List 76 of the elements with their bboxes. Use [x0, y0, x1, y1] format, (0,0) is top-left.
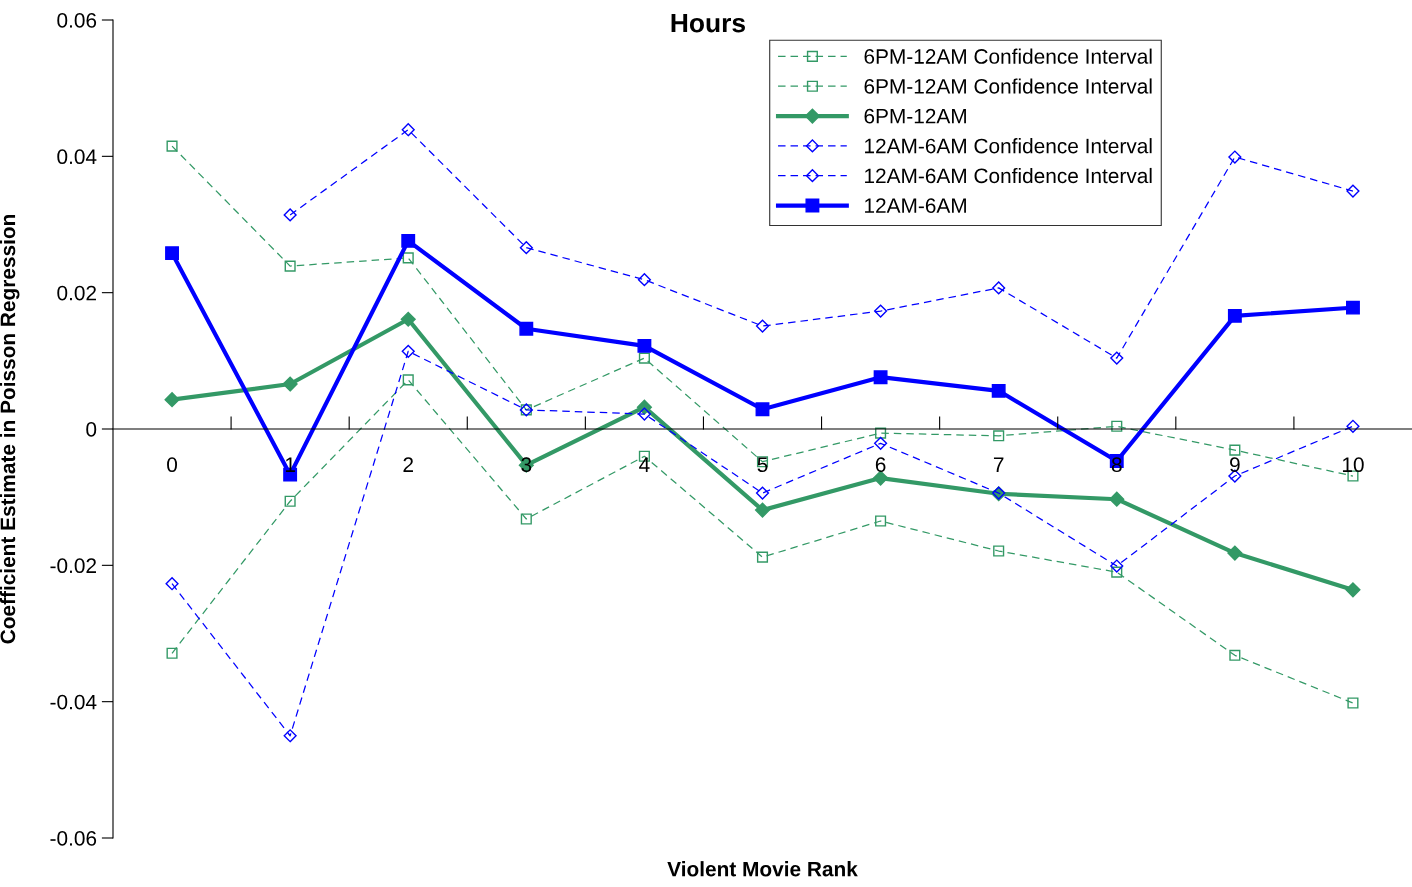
legend-label: 12AM-6AM: [865, 198, 966, 214]
point: [401, 233, 416, 248]
point: [1347, 697, 1359, 709]
y-tick-label: 0: [86, 422, 97, 437]
point: [1345, 582, 1361, 598]
y-tick-label: -0.02: [50, 558, 96, 574]
point: [1229, 444, 1241, 456]
point: [874, 304, 888, 318]
legend-label: 12AM-6AM Confidence Interval: [865, 138, 1152, 154]
point: [1229, 649, 1241, 661]
point: [873, 470, 889, 486]
point: [756, 551, 769, 563]
point: [402, 374, 414, 386]
point: [519, 241, 533, 255]
point: [637, 338, 652, 353]
point: [1227, 308, 1242, 323]
x-tick-label: 3: [521, 457, 532, 473]
point: [165, 246, 179, 261]
x-tick-label: 9: [1230, 457, 1240, 473]
x-tick-label: 6: [875, 457, 886, 473]
point: [991, 383, 1006, 398]
x-axis-title: Violent Movie Rank: [667, 861, 858, 877]
point: [638, 352, 650, 364]
point: [1346, 300, 1360, 315]
point: [520, 513, 532, 525]
point: [1109, 491, 1125, 507]
point: [875, 515, 887, 527]
point: [1227, 545, 1243, 561]
point: [873, 370, 888, 385]
point: [754, 502, 771, 518]
point: [1111, 420, 1123, 432]
legend-label: 6PM-12AM: [864, 108, 966, 124]
x-tick-label: 2: [403, 457, 413, 472]
point: [400, 311, 416, 327]
point: [166, 647, 178, 659]
point: [284, 495, 296, 507]
point: [164, 392, 180, 408]
chart-title: Hours: [671, 13, 745, 33]
point: [283, 208, 297, 222]
point: [637, 407, 651, 421]
x-tick-label: 10: [1342, 457, 1364, 473]
point: [1110, 351, 1124, 365]
legend-label: 12AM-6AM Confidence Interval: [865, 167, 1152, 184]
point: [755, 319, 770, 333]
point: [637, 273, 651, 287]
x-tick-label: 0: [167, 457, 178, 473]
point: [401, 344, 415, 358]
point: [1111, 566, 1123, 578]
point: [165, 577, 179, 591]
legend-label: 6PM-12AM Confidence Interval: [864, 48, 1152, 64]
x-tick-label: 7: [993, 457, 1004, 472]
point: [875, 427, 887, 439]
y-axis-title: Coefficient Estimate in Poisson Regression: [0, 214, 20, 644]
point: [402, 252, 414, 264]
y-tick-label: 0.04: [57, 149, 97, 165]
point: [874, 436, 888, 450]
point: [284, 260, 296, 272]
point: [755, 486, 770, 500]
point: [519, 321, 534, 336]
point: [1110, 559, 1124, 573]
point: [401, 123, 415, 137]
y-tick-label: 0.06: [57, 13, 97, 28]
y-tick-label: -0.04: [50, 694, 97, 710]
legend-label: 6PM-12AM Confidence Interval: [864, 78, 1152, 94]
point: [993, 545, 1005, 557]
point: [993, 430, 1005, 442]
point: [282, 376, 298, 392]
point: [1346, 184, 1360, 198]
point: [755, 402, 770, 417]
y-tick-label: -0.06: [50, 831, 97, 846]
point: [1228, 150, 1242, 164]
y-tick-label: 0.02: [57, 285, 96, 301]
point: [1346, 419, 1360, 433]
point: [166, 140, 178, 152]
point: [992, 281, 1006, 295]
point: [283, 729, 297, 743]
